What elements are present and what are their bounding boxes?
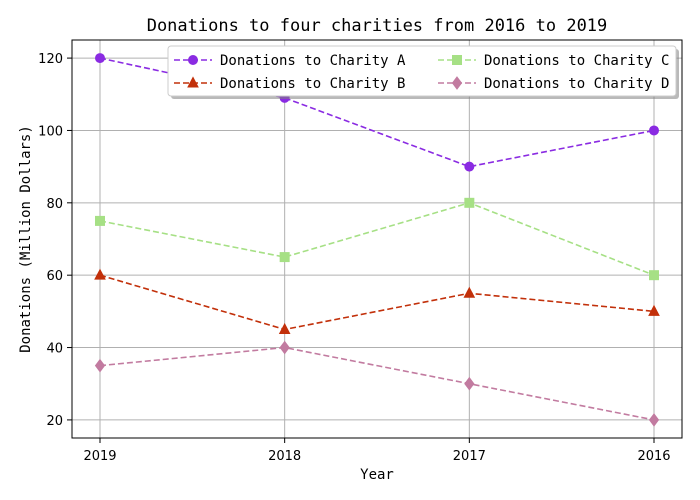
legend-label: Donations to Charity D	[484, 76, 669, 92]
legend-item: Donations to Charity A	[174, 53, 406, 69]
legend: Donations to Charity A Donations to Chari…	[167, 45, 679, 99]
data-point	[279, 252, 290, 263]
y-tick-label: 100	[38, 124, 63, 139]
series-group	[94, 53, 660, 427]
data-point	[648, 304, 660, 316]
data-point	[648, 413, 660, 427]
legend-item: Donations to Charity C	[438, 53, 669, 69]
legend-item: Donations to Charity B	[174, 76, 405, 92]
x-tick-label: 2017	[453, 449, 486, 464]
y-axis-label: Donations (Million Dollars)	[18, 125, 34, 353]
y-axis-ticks: 20 40 60 80 100 120	[38, 52, 72, 429]
data-point	[95, 215, 105, 226]
legend-marker	[187, 76, 199, 88]
legend-label: Donations to Charity A	[220, 53, 406, 69]
legend-label: Donations to Charity B	[220, 76, 405, 92]
data-point	[278, 322, 291, 334]
data-point	[279, 340, 290, 355]
x-tick-label: 2018	[268, 449, 301, 464]
plot-frame	[71, 39, 683, 439]
data-point	[649, 125, 659, 136]
data-point	[95, 53, 105, 64]
legend-marker	[452, 55, 462, 65]
series-c	[95, 197, 659, 281]
x-axis-ticks: 2019 2018 2017 2016	[83, 438, 671, 464]
y-tick-label: 40	[46, 342, 63, 357]
legend-label: Donations to Charity C	[484, 53, 669, 69]
data-point	[94, 358, 106, 373]
y-tick-label: 80	[46, 197, 63, 212]
x-axis-label: Year	[360, 467, 394, 483]
data-point	[649, 270, 659, 281]
grid	[72, 40, 682, 438]
x-tick-label: 2019	[83, 449, 116, 464]
data-point	[464, 161, 475, 172]
data-point	[94, 268, 106, 280]
y-tick-label: 20	[46, 414, 63, 429]
data-point	[464, 197, 475, 208]
series-line	[99, 274, 655, 331]
data-point	[464, 376, 475, 391]
x-tick-label: 2016	[637, 449, 670, 464]
series-b	[94, 268, 660, 334]
y-tick-label: 120	[38, 52, 63, 67]
legend-marker	[451, 76, 463, 90]
legend-item: Donations to Charity D	[438, 76, 669, 92]
chart-title: Donations to four charities from 2016 to…	[147, 16, 608, 36]
series-line	[99, 201, 655, 276]
series-line	[99, 346, 655, 421]
legend-marker	[188, 55, 198, 65]
data-point	[463, 286, 476, 298]
series-d	[94, 340, 660, 427]
y-tick-label: 60	[46, 269, 63, 284]
legend-frame	[167, 45, 677, 97]
